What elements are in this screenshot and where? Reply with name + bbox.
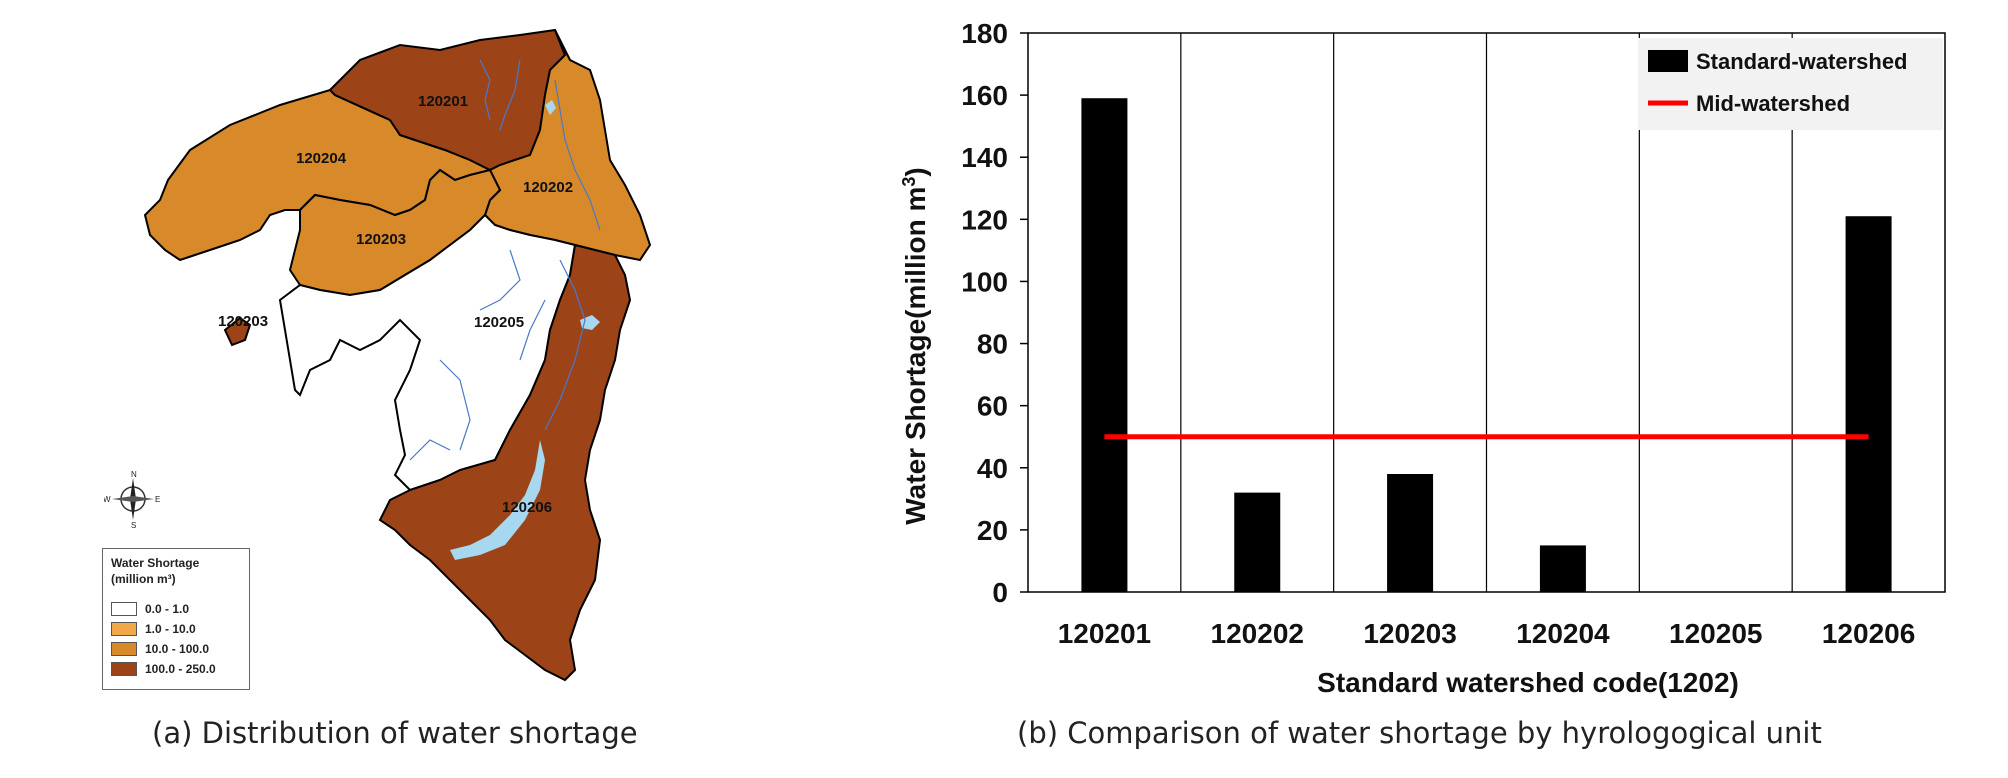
y-tick-label: 0 — [992, 577, 1008, 608]
legend-swatch — [111, 662, 137, 676]
legend-item: 100.0 - 250.0 — [111, 661, 216, 677]
map-panel: 120201 120202 120203 120204 120205 12020… — [0, 0, 1000, 773]
legend-swatch — [111, 642, 137, 656]
region-label: 120206 — [502, 499, 552, 516]
bar — [1539, 545, 1586, 592]
legend-item: 1.0 - 10.0 — [111, 621, 196, 637]
svg-text:N: N — [131, 470, 137, 479]
legend-background — [1638, 38, 1943, 130]
caption-b: (b) Comparison of water shortage by hyro… — [1017, 716, 1822, 750]
y-tick-label: 160 — [961, 80, 1008, 111]
legend-title: Water Shortage (million m³) — [111, 556, 200, 586]
y-tick-label: 100 — [961, 266, 1008, 297]
region-label: 120202 — [523, 179, 573, 196]
x-tick-label: 120202 — [1211, 618, 1304, 649]
map-legend: Water Shortage (million m³) 0.0 - 1.0 1.… — [102, 548, 250, 690]
rivers — [409, 59, 601, 461]
x-tick-label: 120205 — [1669, 618, 1762, 649]
y-tick-label: 120 — [961, 204, 1008, 235]
x-tick-label: 120201 — [1058, 618, 1151, 649]
x-tick-label: 120206 — [1822, 618, 1915, 649]
legend-swatch-bar — [1648, 50, 1688, 72]
bar — [1081, 98, 1128, 592]
chart-legend: Standard-watershed Mid-watershed — [1638, 38, 1943, 130]
x-tick-label: 120203 — [1363, 618, 1456, 649]
x-tick-label: 120204 — [1516, 618, 1610, 649]
watershed-map: 120201 120202 120203 120204 120205 12020… — [143, 28, 652, 682]
y-tick-label: 60 — [977, 391, 1008, 422]
y-tick-label: 80 — [977, 329, 1008, 360]
region-label: 120203 — [218, 313, 268, 330]
svg-text:E: E — [155, 495, 160, 504]
legend-label: Standard-watershed — [1696, 49, 1908, 74]
compass-rose-icon: N E S W — [104, 470, 160, 528]
region-label: 120204 — [296, 150, 347, 167]
legend-item: 0.0 - 1.0 — [111, 601, 189, 617]
region-label: 120201 — [418, 93, 468, 110]
legend-item: 10.0 - 100.0 — [111, 641, 209, 657]
region-islet — [223, 316, 252, 347]
y-tick-label: 20 — [977, 515, 1008, 546]
caption-a: (a) Distribution of water shortage — [152, 716, 638, 750]
region-label: 120203 — [356, 231, 406, 248]
lake — [545, 100, 556, 115]
legend-label: Mid-watershed — [1696, 91, 1850, 116]
region-label: 120205 — [474, 314, 524, 331]
y-tick-label: 40 — [977, 453, 1008, 484]
region-120206 — [378, 243, 632, 682]
legend-swatch — [111, 622, 137, 636]
bar — [1845, 216, 1892, 592]
bar — [1234, 492, 1281, 592]
y-tick-label: 180 — [961, 18, 1008, 49]
svg-text:W: W — [104, 495, 111, 504]
reservoir — [450, 440, 545, 560]
y-axis-title: Water Shortage(million m3) — [899, 167, 931, 524]
svg-text:S: S — [131, 521, 136, 528]
legend-swatch — [111, 602, 137, 616]
y-tick-label: 140 — [961, 142, 1008, 173]
bar — [1387, 473, 1434, 592]
x-axis-title: Standard watershed code(1202) — [1317, 667, 1739, 698]
